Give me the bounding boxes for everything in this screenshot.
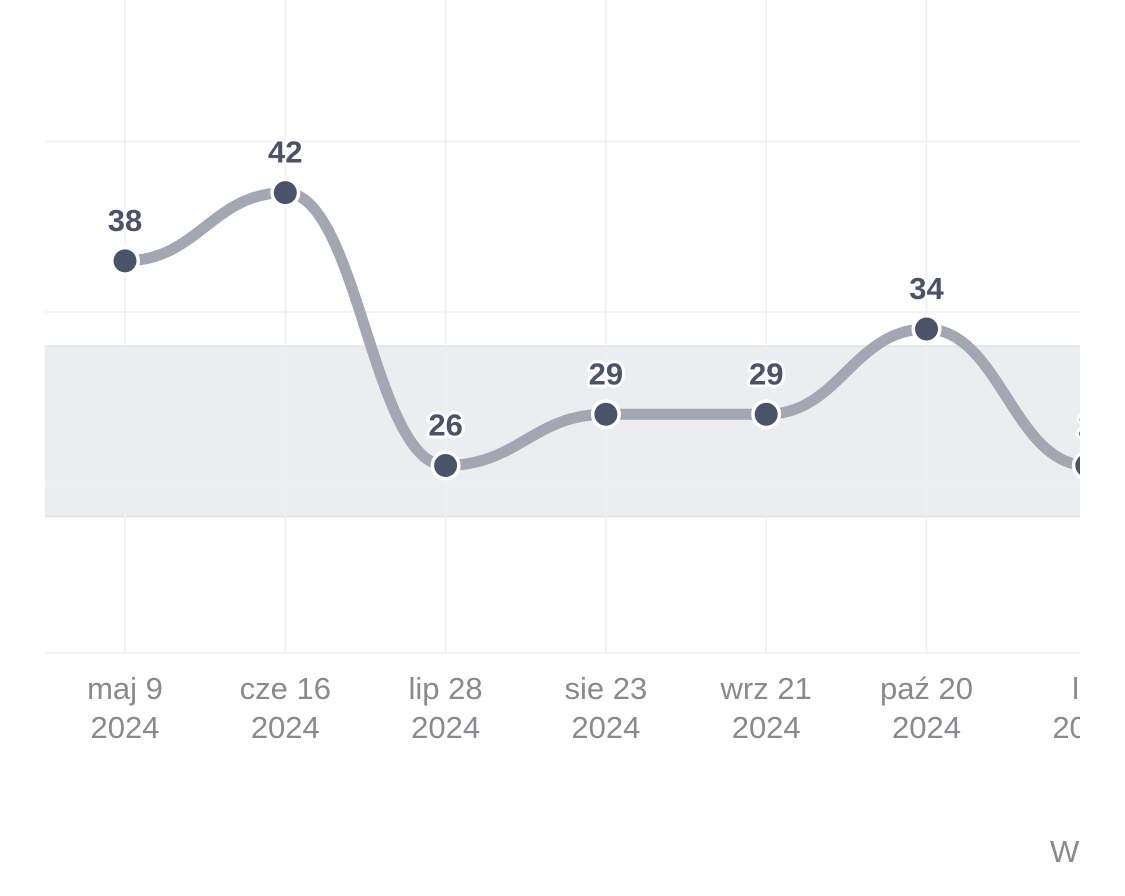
data-point bbox=[113, 249, 137, 273]
x-tick-label-year: 2024 bbox=[571, 710, 640, 745]
x-tick-label-date: lis bbox=[1072, 671, 1101, 706]
data-label-layer: 38 42 26 29 29 34 2 bbox=[105, 132, 1095, 446]
x-tick-label-group: sie 23 2024 bbox=[565, 671, 648, 745]
data-label-group: 26 bbox=[425, 404, 465, 445]
x-tick-label-date: lip 28 bbox=[409, 671, 483, 706]
data-label: 34 bbox=[909, 271, 944, 306]
data-label-group: 29 bbox=[586, 353, 626, 394]
data-label-group: 2 bbox=[1075, 404, 1095, 445]
x-tick-label-date: sie 23 bbox=[565, 671, 648, 706]
data-point bbox=[754, 402, 778, 426]
data-label-group: 38 bbox=[105, 200, 145, 241]
x-tick-label-date: maj 9 bbox=[87, 671, 163, 706]
data-label: 26 bbox=[428, 407, 462, 442]
data-label: 2 bbox=[1078, 407, 1095, 442]
reference-band-layer bbox=[45, 345, 1080, 518]
data-label-group: 29 bbox=[746, 353, 786, 394]
data-label-group: 34 bbox=[906, 268, 947, 309]
data-label: 29 bbox=[749, 356, 783, 391]
data-point-group bbox=[110, 245, 140, 276]
data-point bbox=[594, 402, 618, 426]
data-point-group bbox=[590, 399, 621, 430]
x-tick-label-year: 2024 bbox=[251, 710, 320, 745]
x-tick-label-group: wrz 21 2024 bbox=[720, 671, 812, 745]
data-label: 38 bbox=[108, 203, 142, 238]
data-label: 29 bbox=[589, 356, 623, 391]
x-tick-label-year: 2024 bbox=[892, 710, 961, 745]
data-label-group: 42 bbox=[265, 132, 305, 173]
data-point-group bbox=[1071, 452, 1080, 479]
x-tick-label-group: maj 9 2024 bbox=[87, 671, 163, 745]
x-tick-label-group: paź 20 2024 bbox=[880, 671, 973, 745]
x-tick-label-group: lip 28 2024 bbox=[409, 671, 483, 745]
x-tick-label-group: cze 16 2024 bbox=[240, 671, 331, 745]
x-tick-label-group: lis 2024 bbox=[1052, 671, 1121, 745]
data-point-group bbox=[430, 450, 461, 481]
x-tick-label-year: 2024 bbox=[91, 710, 160, 745]
grid-layer bbox=[45, 0, 1080, 654]
data-point bbox=[434, 453, 458, 477]
data-point bbox=[273, 181, 297, 205]
data-point-group bbox=[270, 177, 301, 208]
partial-corner-text: W bbox=[1050, 834, 1080, 869]
x-tick-label-year: 2024 bbox=[732, 710, 801, 745]
x-tick-label-year: 2024 bbox=[411, 710, 480, 745]
data-point-group bbox=[911, 314, 942, 345]
reference-band bbox=[45, 346, 1080, 517]
x-tick-label-date: wrz 21 bbox=[720, 671, 812, 706]
data-label: 42 bbox=[268, 135, 302, 170]
data-point bbox=[1075, 456, 1080, 475]
data-point-layer bbox=[110, 177, 1080, 481]
x-tick-label-date: paź 20 bbox=[880, 671, 973, 706]
data-point-group bbox=[751, 399, 782, 430]
x-tick-label-date: cze 16 bbox=[240, 671, 331, 706]
x-tick-label-year: 2024 bbox=[1052, 710, 1121, 745]
data-point bbox=[915, 317, 938, 341]
